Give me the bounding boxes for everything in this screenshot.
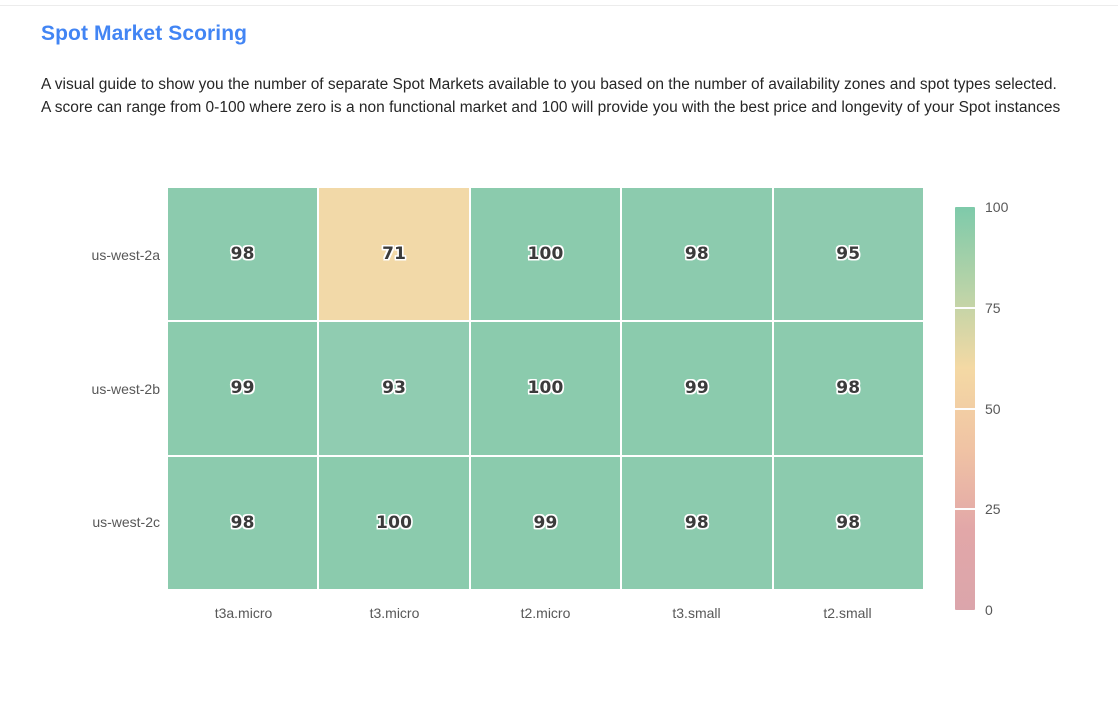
heatmap-cell[interactable]: 100 [319,456,469,589]
heatmap-cell-value: 98 [684,244,709,265]
heatmap-cell-value: 98 [836,512,861,533]
y-axis-label: us-west-2a [91,246,160,263]
heatmap-cell-value: 99 [533,512,558,533]
colorbar-segment-seam [955,306,975,309]
heatmap-cell[interactable]: 100 [470,188,621,321]
heatmap-cell[interactable]: 95 [773,188,923,321]
heatmap-cell[interactable]: 98 [622,188,772,321]
heatmap-cell[interactable]: 100 [470,322,621,455]
heatmap-cell[interactable]: 98 [773,322,923,455]
y-axis-labels: us-west-2a us-west-2b us-west-2c [8,0,160,710]
heatmap-cell-value: 99 [230,378,255,399]
colorbar-tick: 75 [985,299,1001,316]
heatmap-cell[interactable]: 98 [622,456,772,589]
y-axis-label: us-west-2b [91,380,160,397]
page-header: Spot Market Scoring A visual guide to sh… [41,20,1071,119]
y-axis-label: us-west-2c [92,514,160,531]
heatmap-cell[interactable]: 99 [168,322,318,455]
heatmap-cell[interactable]: 93 [319,322,469,455]
colorbar-tick-labels: 100 75 50 25 0 [985,0,1055,710]
heatmap-cell-value: 95 [836,244,861,265]
top-divider [0,5,1118,6]
x-axis-label: t3a.micro [214,605,273,621]
colorbar-tick: 0 [985,602,993,618]
heatmap-cell-value: 93 [382,378,407,399]
heatmap-cell-value: 99 [684,378,709,399]
heatmap-cell[interactable]: 71 [319,188,469,321]
heatmap-cell[interactable]: 98 [773,456,923,589]
heatmap-cell-value: 98 [230,512,255,533]
x-axis-label: t3.micro [369,605,420,621]
colorbar-segment-seam [955,407,975,410]
heatmap-cell[interactable]: 98 [168,188,318,321]
colorbar [955,207,975,610]
heatmap-cell-value: 98 [836,378,861,399]
x-axis-label: t2.small [823,605,872,621]
heatmap-cell-value: 100 [376,512,413,533]
heatmap-grid: 98 71 100 98 95 99 93 100 99 98 98 100 99 98 98 [168,188,923,589]
colorbar-segment-seam [955,508,975,511]
colorbar-tick: 50 [985,400,1001,417]
heatmap-cell-value: 100 [527,378,564,399]
x-axis-label: t2.micro [520,605,571,621]
heatmap-cell-value: 98 [230,244,255,265]
page-description: A visual guide to show you the number of… [41,76,1061,116]
heatmap-cell-value: 98 [684,512,709,533]
heatmap-cell[interactable]: 98 [168,456,318,589]
x-axis-labels: t3a.micro t3.micro t2.micro t3.small t2.smal… [168,605,923,629]
heatmap-cell[interactable]: 99 [470,456,621,589]
x-axis-label: t3.small [672,605,721,621]
colorbar-tick: 25 [985,501,1001,518]
heatmap-cell[interactable]: 99 [622,322,772,455]
heatmap-cell-value: 71 [382,244,407,265]
heatmap-cell-value: 100 [527,244,564,265]
page-title: Spot Market Scoring [41,22,248,45]
colorbar-tick: 100 [985,199,1009,215]
